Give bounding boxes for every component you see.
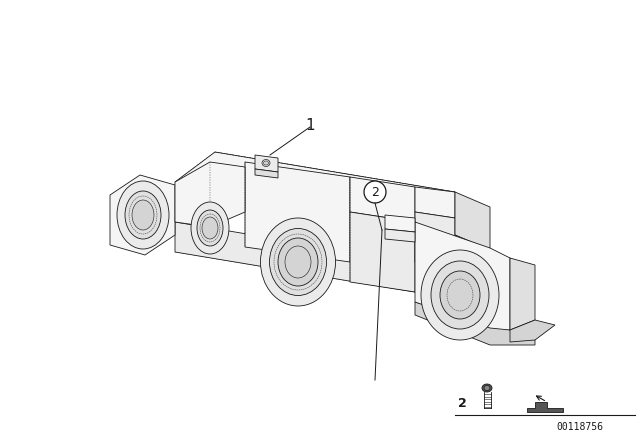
- Ellipse shape: [421, 250, 499, 340]
- Circle shape: [364, 181, 386, 203]
- Text: 1: 1: [305, 117, 315, 133]
- Polygon shape: [455, 235, 490, 278]
- Polygon shape: [510, 258, 535, 330]
- Polygon shape: [415, 222, 455, 268]
- Polygon shape: [175, 162, 245, 227]
- Polygon shape: [385, 215, 415, 232]
- Ellipse shape: [278, 238, 318, 286]
- Ellipse shape: [125, 191, 161, 239]
- Polygon shape: [245, 162, 350, 262]
- Polygon shape: [175, 222, 415, 292]
- Polygon shape: [415, 222, 510, 330]
- Ellipse shape: [482, 384, 492, 392]
- Ellipse shape: [260, 218, 335, 306]
- Polygon shape: [527, 402, 563, 412]
- Text: 2: 2: [458, 396, 467, 409]
- Ellipse shape: [440, 271, 480, 319]
- Ellipse shape: [264, 161, 269, 165]
- Ellipse shape: [484, 385, 490, 391]
- Polygon shape: [415, 212, 455, 268]
- Ellipse shape: [431, 261, 489, 329]
- Polygon shape: [255, 155, 278, 172]
- Polygon shape: [385, 229, 415, 242]
- Ellipse shape: [262, 159, 270, 167]
- Ellipse shape: [197, 210, 223, 246]
- Polygon shape: [350, 212, 415, 292]
- Polygon shape: [350, 177, 415, 222]
- Polygon shape: [510, 320, 555, 342]
- Polygon shape: [255, 169, 278, 178]
- Polygon shape: [110, 175, 175, 255]
- Polygon shape: [415, 302, 535, 345]
- Ellipse shape: [269, 228, 326, 296]
- Ellipse shape: [132, 200, 154, 230]
- Ellipse shape: [191, 202, 229, 254]
- Text: 00118756: 00118756: [557, 422, 604, 432]
- Polygon shape: [455, 192, 490, 250]
- Ellipse shape: [117, 181, 169, 249]
- Polygon shape: [175, 152, 455, 222]
- Text: 2: 2: [371, 185, 379, 198]
- Polygon shape: [415, 187, 455, 218]
- Ellipse shape: [202, 217, 218, 239]
- Ellipse shape: [285, 246, 311, 278]
